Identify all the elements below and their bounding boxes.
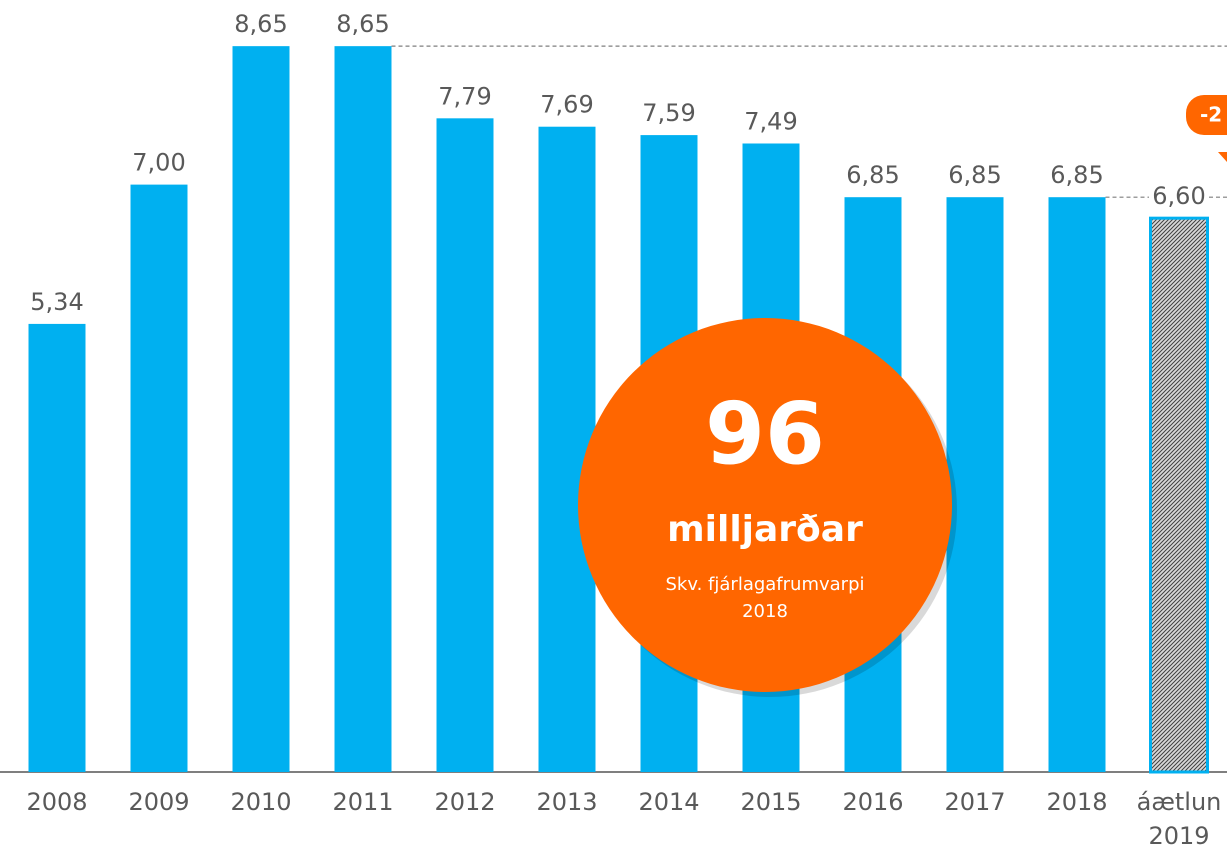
bar (1149, 216, 1209, 774)
data-label: 6,85 (948, 161, 1001, 189)
bar (946, 197, 1004, 772)
x-tick-label: 2010 (230, 788, 291, 816)
data-label: 7,00 (132, 149, 185, 177)
x-tick-label: 2009 (128, 788, 189, 816)
bar (334, 46, 392, 773)
data-label: 6,85 (1050, 161, 1103, 189)
data-label: 7,69 (540, 91, 593, 119)
x-tick-label: 2012 (434, 788, 495, 816)
bar (232, 46, 290, 773)
data-label: 7,49 (744, 107, 797, 135)
data-label: 5,34 (30, 288, 83, 316)
badge-label: -2 (1200, 103, 1222, 127)
badge (1186, 95, 1227, 135)
x-tick-label: 2017 (944, 788, 1005, 816)
data-label: 7,79 (438, 82, 491, 110)
x-tick-label: áætlun 2019 (1137, 788, 1222, 850)
bar (130, 184, 188, 772)
callout-note: 2018 (742, 601, 788, 622)
bar (28, 323, 86, 772)
x-tick-label: 2018 (1046, 788, 1107, 816)
callout-note: Skv. fjárlagafrumvarpi (666, 574, 865, 595)
x-tick-label: 2014 (638, 788, 699, 816)
callout-unit: milljarðar (667, 509, 863, 550)
data-label: 8,65 (336, 10, 389, 38)
callout-number: 96 (705, 384, 825, 484)
x-tick-label: 2013 (536, 788, 597, 816)
arrow (1218, 152, 1227, 162)
x-tick-label: 2008 (26, 788, 87, 816)
x-tick-label: 2015 (740, 788, 801, 816)
callout-circle (578, 318, 952, 692)
data-label: 7,59 (642, 99, 695, 127)
data-label: 6,85 (846, 161, 899, 189)
x-tick-label: 2016 (842, 788, 903, 816)
x-tick-label: 2011 (332, 788, 393, 816)
bar (1048, 197, 1106, 772)
bar (538, 126, 596, 773)
data-label: 6,60 (1152, 182, 1205, 210)
bar (436, 118, 494, 773)
data-label: 8,65 (234, 10, 287, 38)
